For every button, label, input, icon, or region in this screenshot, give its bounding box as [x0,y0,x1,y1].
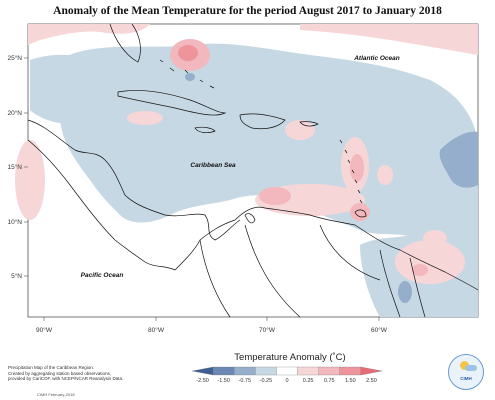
logo-text: CIMH [460,376,472,381]
colorbar-tick-label: -0.75 [239,378,252,384]
map-title: Anomaly of the Mean Temperature for the … [53,5,442,17]
colorbar-segment [212,366,235,376]
axis-ticks [24,57,380,321]
colorbar-tick-label: 2.50 [366,378,377,384]
colorbar [191,366,383,376]
colorbar-tick-label: 0 [285,378,288,384]
coastlines [27,23,479,318]
colorbar-tick-label: -2.50 [196,378,209,384]
atlantic-ocean-label: Atlantic Ocean [353,55,400,62]
credit-line-3: provided by CariCOF, with NCEP/NCAR Rean… [8,376,124,382]
sun-icon [460,361,469,370]
cimh-logo: CIMH [448,354,484,390]
caribbean-sea-label: Caribbean Sea [190,162,236,169]
legend-title: Temperature Anomaly (˚C) [234,352,346,363]
colorbar-segment [234,366,256,376]
colorbar-segment [276,366,298,376]
credit-code: CIMH February-2018 [37,392,75,397]
colorbar-tick-label: -0.25 [260,378,273,384]
colorbar-labels: -2.50 -1.50 -0.75 -0.25 0 0.25 0.75 1.50 2.50 [196,378,377,384]
lat-tick-15n: 15°N [7,163,22,171]
colorbar-segment [360,366,383,376]
colorbar-segment [318,366,340,376]
cloud-icon [465,365,477,371]
colorbar-tick-label: -1.50 [217,378,230,384]
credit-line-1: Precipitation Map of the Caribbean Regio… [8,365,95,370]
credit-line-2: Created by aggregating station based obs… [8,370,112,376]
colorbar-segment [339,366,362,376]
lon-tick-80w: 80°W [148,326,165,334]
colorbar-segment [191,366,214,376]
lon-tick-70w: 70°W [259,326,276,334]
colorbar-tick-label: 0.25 [303,378,314,384]
credit-text: Precipitation Map of the Caribbean Regio… [8,365,128,382]
colorbar-tick-label: 0.75 [324,378,335,384]
lat-tick-5n: 5°N [11,272,22,280]
colorbar-segment [297,366,319,376]
lat-tick-10n: 10°N [7,218,22,226]
positive-anomaly-field [15,24,478,284]
colorbar-tick-label: 1.50 [345,378,356,384]
lat-tick-25n: 25°N [7,54,22,62]
lon-tick-60w: 60°W [371,326,388,334]
lat-tick-20n: 20°N [7,109,22,117]
colorbar-segment [255,366,277,376]
pacific-ocean-label: Pacific Ocean [81,272,124,279]
lon-tick-90w: 90°W [36,326,53,334]
